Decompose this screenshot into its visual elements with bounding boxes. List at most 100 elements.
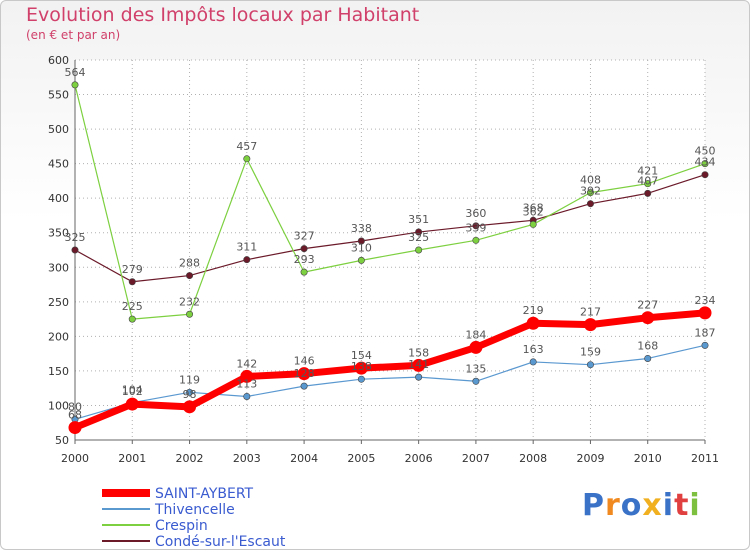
- data-point: [644, 180, 652, 188]
- chart-title: Evolution des Impôts locaux par Habitant: [26, 4, 420, 26]
- data-point: [529, 220, 537, 228]
- data-label: 119: [179, 373, 200, 386]
- data-point: [71, 246, 79, 254]
- logo-letter: t: [674, 488, 690, 523]
- data-label: 279: [122, 263, 143, 276]
- data-label: 113: [236, 377, 257, 390]
- data-label: 339: [465, 221, 486, 234]
- x-tick-label: 2001: [118, 452, 146, 465]
- data-point: [243, 256, 251, 264]
- y-tick-label: 450: [48, 158, 69, 171]
- data-point: [415, 228, 423, 236]
- data-label: 450: [695, 145, 716, 158]
- data-point: [300, 382, 308, 390]
- data-point: [644, 354, 652, 362]
- x-tick-label: 2010: [634, 452, 662, 465]
- data-point: [240, 369, 254, 383]
- data-label: 421: [637, 165, 658, 178]
- series-line: [71, 309, 709, 432]
- data-point: [186, 272, 194, 280]
- x-tick-label: 2006: [405, 452, 433, 465]
- data-label: 135: [465, 362, 486, 375]
- y-tick-label: 500: [48, 123, 69, 136]
- series-line: [74, 84, 706, 320]
- data-label: 360: [465, 207, 486, 220]
- data-point: [183, 400, 197, 414]
- plot-area: [75, 60, 705, 440]
- data-point: [586, 361, 594, 369]
- data-label: 168: [637, 339, 658, 352]
- legend-label: Condé-sur-l'Escaut: [155, 534, 286, 550]
- x-tick-label: 2002: [176, 452, 204, 465]
- data-label: 102: [122, 385, 143, 398]
- data-label: 104: [122, 384, 143, 397]
- data-label: 146: [294, 355, 315, 368]
- y-tick-label: 250: [48, 296, 69, 309]
- data-label: 163: [523, 343, 544, 356]
- data-point: [698, 306, 712, 320]
- proxiti-logo: Proxiti: [582, 488, 701, 523]
- logo-letter: i: [689, 488, 701, 523]
- data-label: 288: [179, 257, 200, 270]
- logo-letter: i: [662, 488, 675, 523]
- y-tick-label: 550: [48, 89, 69, 102]
- x-tick-label: 2011: [691, 452, 719, 465]
- data-label: 187: [695, 326, 716, 339]
- logo-letter: r: [605, 488, 621, 523]
- data-point: [644, 189, 652, 197]
- x-tick-label: 2003: [233, 452, 261, 465]
- data-point: [300, 268, 308, 276]
- data-label: 227: [637, 299, 658, 312]
- data-label: 68: [68, 409, 82, 422]
- data-label: 293: [294, 253, 315, 266]
- x-tick-label: 2000: [61, 452, 89, 465]
- data-point: [186, 310, 194, 318]
- data-label: 142: [236, 357, 257, 370]
- data-label: 407: [637, 174, 658, 187]
- x-tick-label: 2005: [347, 452, 375, 465]
- data-label: 325: [408, 231, 429, 244]
- y-tick-label: 600: [48, 54, 69, 67]
- data-point: [357, 256, 365, 264]
- legend-label: Thivencelle: [154, 502, 235, 518]
- data-label: 408: [580, 174, 601, 187]
- data-point: [641, 311, 655, 325]
- data-label: 217: [580, 306, 601, 319]
- data-label: 392: [580, 185, 601, 198]
- data-point: [357, 375, 365, 383]
- logo-letter: P: [582, 488, 605, 523]
- y-tick-label: 150: [48, 365, 69, 378]
- data-point: [586, 200, 594, 208]
- chart-subtitle: (en € et par an): [26, 28, 121, 42]
- data-point: [412, 358, 426, 372]
- data-point: [415, 373, 423, 381]
- data-point: [469, 340, 483, 354]
- data-point: [701, 171, 709, 179]
- x-tick-label: 2009: [576, 452, 604, 465]
- data-point: [128, 278, 136, 286]
- data-point: [472, 236, 480, 244]
- data-point: [300, 245, 308, 253]
- data-label: 141: [408, 358, 429, 371]
- data-label: 434: [695, 156, 716, 169]
- y-tick-label: 400: [48, 192, 69, 205]
- series-line: [74, 344, 706, 420]
- data-point: [586, 189, 594, 197]
- data-point: [701, 341, 709, 349]
- data-point: [68, 421, 82, 435]
- data-point: [128, 315, 136, 323]
- legend-label: SAINT-AYBERT: [155, 486, 254, 502]
- data-point: [526, 316, 540, 330]
- x-tick-label: 2008: [519, 452, 547, 465]
- data-point: [297, 367, 311, 381]
- data-point: [243, 155, 251, 163]
- data-point: [415, 246, 423, 254]
- data-label: 368: [523, 201, 544, 214]
- series-line: [74, 174, 706, 283]
- data-label: 184: [465, 328, 486, 341]
- logo-letter: o: [620, 488, 643, 523]
- data-point: [354, 361, 368, 375]
- data-label: 154: [351, 349, 372, 362]
- data-label: 234: [695, 294, 716, 307]
